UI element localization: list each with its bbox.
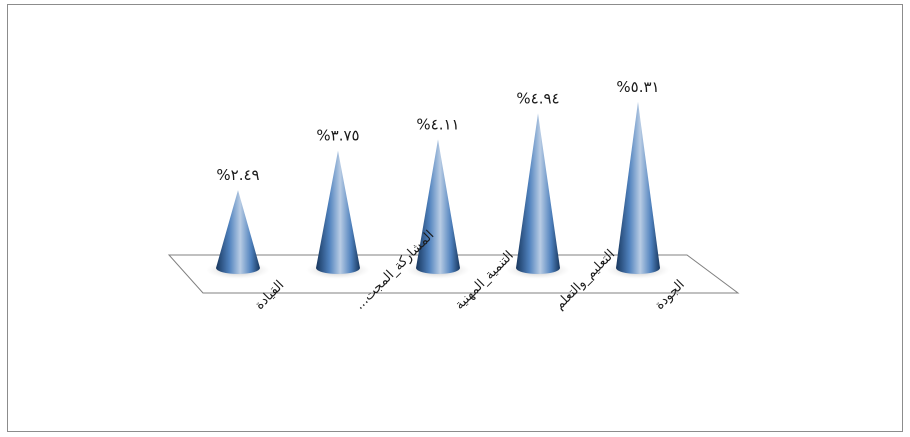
data-label: %٥.٣١ [616,78,659,96]
data-label: %٤.١١ [416,115,459,133]
chart-frame: %٢.٤٩ %٣.٧٥ %٤.١١ %٤.٩٤ %٥.٣١ القيادة المشارك… [7,4,903,432]
cone-bar [316,150,360,274]
data-label: %٢.٤٩ [216,166,259,184]
data-label: %٤.٩٤ [516,89,559,107]
data-label: %٣.٧٥ [316,127,359,145]
cone-bar [616,101,660,274]
cone-bar [516,113,560,275]
cone-bar [216,190,260,274]
cone-chart: %٢.٤٩%٣.٧٥%٤.١١%٤.٩٤%٥.٣١ القيادة المشارك… [167,78,740,313]
cone-bar [416,139,460,274]
